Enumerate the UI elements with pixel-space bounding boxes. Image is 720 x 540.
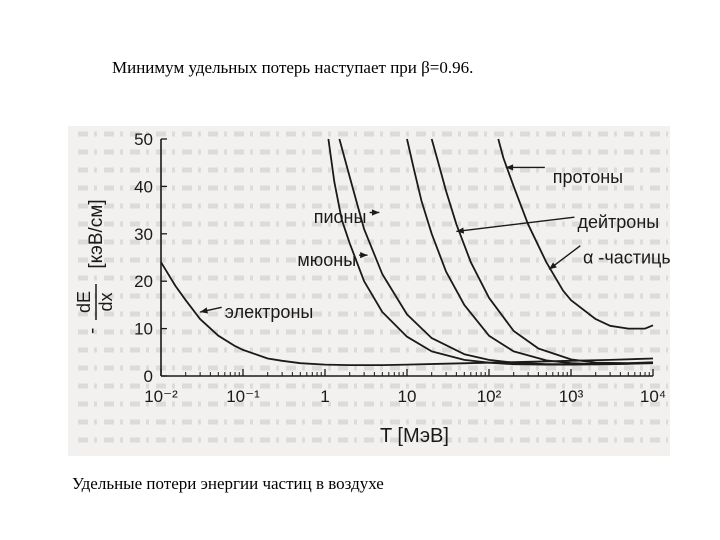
y-axis-label-numerator: dE [74,291,94,313]
y-axis-label: - dE dx [кэВ/см] [74,199,116,334]
x-tick-label: 10² [477,387,502,406]
series-label: мюоны [297,250,356,270]
x-axis-label: T [МэВ] [380,425,449,447]
y-tick-label: 10 [134,320,153,339]
x-tick-label: 10⁻¹ [226,387,260,406]
label-arrowhead [456,227,465,234]
series-line-частицы [497,138,654,330]
series-line-электроны [160,261,654,367]
y-tick-label: 30 [134,225,153,244]
label-arrowhead [360,252,368,259]
chart-series [160,138,654,367]
x-tick-label: 10 [398,387,417,406]
y-tick-label: 50 [134,130,153,149]
chart-axes: 0 10 20 30 40 50 10⁻² 10⁻¹ 1 10 10² 10³ 10⁴ [134,130,666,406]
y-axis-label-denominator: dx [96,292,116,311]
chart-figure: 0 10 20 30 40 50 10⁻² 10⁻¹ 1 10 10² 10³ 10⁴ протоны п… [68,126,674,456]
y-axis-label-unit: [кэВ/см] [86,199,107,268]
series-label: α -частицы [583,248,670,268]
series-label: дейтроны [577,212,659,232]
series-line-пионы [338,138,654,366]
label-arrowhead [505,164,514,171]
x-tick-label: 10³ [559,387,584,406]
y-tick-label: 0 [144,367,153,386]
y-tick-label: 20 [134,272,153,291]
label-arrowhead [549,262,557,270]
series-label: пионы [314,207,367,227]
figure-caption: Удельные потери энергии частиц в воздухе [72,474,384,493]
series-label: протоны [553,167,623,187]
chart-labels: протоны пионы дейтроны мюоны α -частицы элект… [199,164,674,322]
x-tick-label: 1 [320,387,329,406]
x-tick-label: 10⁻² [144,387,178,406]
y-axis-label-prefix: - [82,328,103,334]
label-arrowhead [371,209,380,216]
label-arrowhead [200,307,208,314]
label-arrow [456,216,575,233]
page-heading: Минимум удельных потерь наступает при β=… [112,58,474,77]
series-line-протоны [406,138,654,366]
y-tick-label: 40 [134,177,153,196]
series-label: электроны [225,302,314,322]
x-tick-label: 10⁴ [640,387,666,406]
series-line-дейтроны [430,138,654,365]
